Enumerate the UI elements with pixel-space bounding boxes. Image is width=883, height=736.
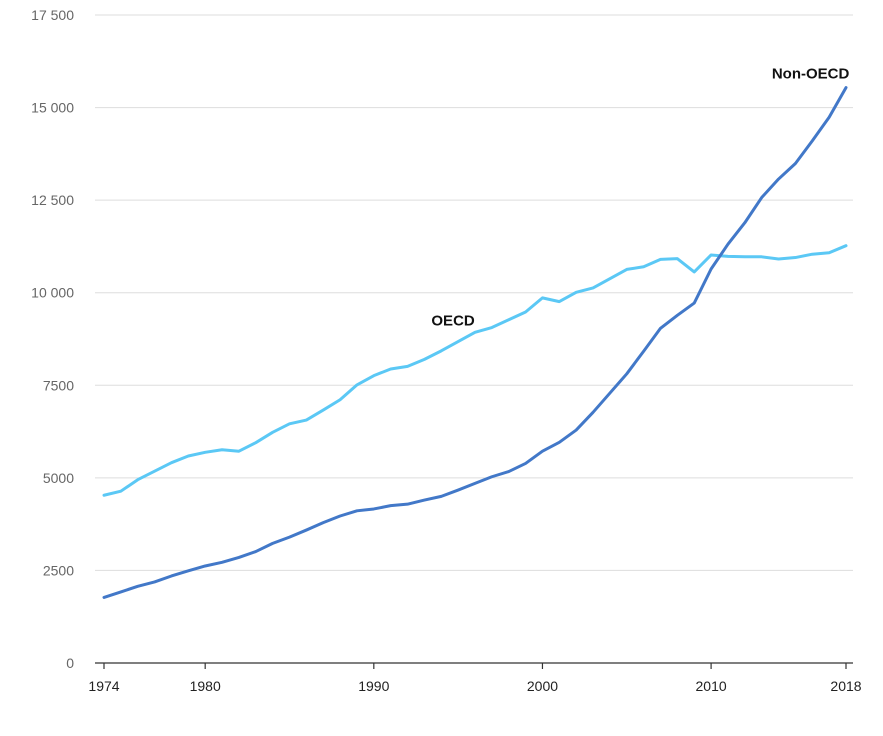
y-tick-label: 5000 xyxy=(43,470,74,486)
series-line-oecd xyxy=(102,244,848,497)
gridlines xyxy=(95,14,853,571)
series-label-oecd: OECD xyxy=(431,313,475,330)
y-tick-label: 2500 xyxy=(43,562,74,578)
x-tick-label: 1974 xyxy=(88,678,119,694)
y-tick-label: 15 000 xyxy=(31,100,74,116)
series-label-non-oecd: Non-OECD xyxy=(772,66,850,83)
y-tick-label: 0 xyxy=(66,655,74,671)
series-labels: OECD Non-OECD xyxy=(431,66,849,330)
x-tick-label: 1980 xyxy=(190,678,221,694)
y-axis-tick-labels: 0 2500 5000 7500 10 000 12 500 15 000 17 500 xyxy=(31,7,74,671)
y-tick-label: 10 000 xyxy=(31,285,74,301)
series-lines xyxy=(102,86,848,599)
x-tick-label: 1990 xyxy=(358,678,389,694)
x-axis: 1974 1980 1990 2000 2010 2018 xyxy=(88,662,862,694)
x-tick-label: 2010 xyxy=(696,678,727,694)
x-tick-label: 2000 xyxy=(527,678,558,694)
y-tick-label: 17 500 xyxy=(31,7,74,23)
y-tick-label: 12 500 xyxy=(31,192,74,208)
x-tick-label: 2018 xyxy=(830,678,861,694)
y-tick-label: 7500 xyxy=(43,377,74,393)
series-line-non-oecd xyxy=(102,86,848,599)
